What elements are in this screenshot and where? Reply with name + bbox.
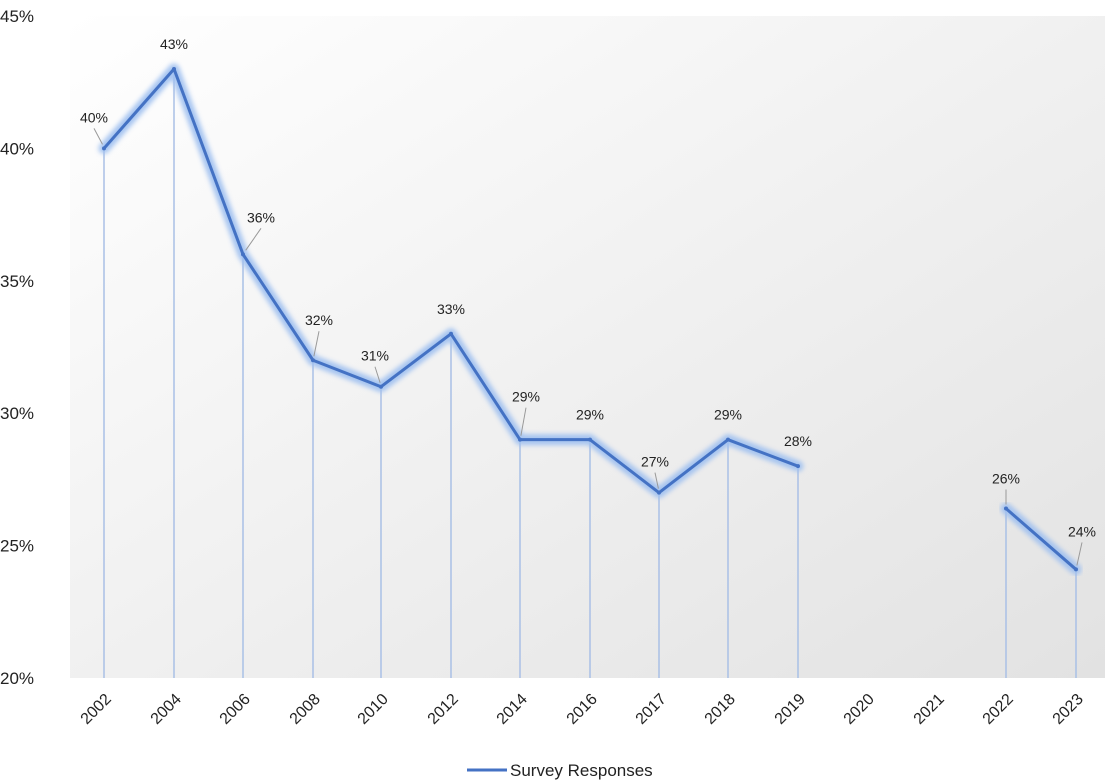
x-tick-label: 2002 bbox=[78, 691, 115, 728]
data-point bbox=[657, 490, 661, 495]
legend: Survey Responses bbox=[467, 761, 653, 780]
label-leader bbox=[374, 366, 381, 383]
x-tick-label: 2017 bbox=[633, 691, 670, 728]
x-tick-label: 2006 bbox=[217, 691, 254, 728]
x-tick-label: 2016 bbox=[564, 691, 601, 728]
data-label: 26% bbox=[992, 471, 1020, 487]
data-point bbox=[1004, 506, 1008, 511]
x-tick-label: 2012 bbox=[425, 691, 462, 728]
label-leader bbox=[313, 331, 320, 357]
x-tick-label: 2004 bbox=[148, 691, 185, 728]
data-point bbox=[102, 146, 106, 151]
y-tick-label: 45% bbox=[0, 7, 34, 26]
x-tick-label: 2020 bbox=[841, 691, 878, 728]
legend-label: Survey Responses bbox=[510, 761, 653, 780]
x-tick-label: 2018 bbox=[702, 691, 739, 728]
label-leader bbox=[1076, 542, 1083, 566]
data-point bbox=[518, 437, 522, 442]
plot-area bbox=[70, 16, 1105, 678]
data-label: 27% bbox=[641, 454, 669, 470]
y-tick-label: 25% bbox=[0, 537, 34, 556]
drop-lines bbox=[103, 68, 1077, 678]
data-label: 31% bbox=[361, 348, 389, 364]
x-axis: 2002 2004 2006 2008 2010 2012 2014 2016 2017 2018… bbox=[78, 691, 1087, 728]
x-tick-label: 2014 bbox=[494, 691, 531, 728]
y-tick-label: 40% bbox=[0, 139, 34, 158]
data-point bbox=[172, 66, 176, 71]
data-label: 36% bbox=[247, 209, 275, 225]
data-label: 43% bbox=[160, 36, 188, 52]
x-tick-label: 2008 bbox=[287, 691, 324, 728]
data-point bbox=[1074, 567, 1078, 572]
x-tick-label: 2021 bbox=[911, 691, 948, 728]
data-label: 33% bbox=[437, 301, 465, 317]
data-label: 24% bbox=[1068, 523, 1096, 539]
data-point bbox=[379, 384, 383, 389]
x-tick-label: 2022 bbox=[980, 691, 1017, 728]
series-survey-responses bbox=[98, 63, 1082, 575]
label-leader bbox=[245, 228, 262, 251]
label-leader bbox=[654, 472, 659, 489]
x-tick-label: 2010 bbox=[355, 691, 392, 728]
data-point bbox=[588, 437, 592, 442]
data-label: 29% bbox=[714, 407, 742, 423]
y-tick-label: 35% bbox=[0, 272, 34, 291]
data-point bbox=[726, 437, 730, 442]
y-tick-label: 30% bbox=[0, 404, 34, 423]
data-label: 29% bbox=[512, 389, 540, 405]
series-line bbox=[1004, 507, 1078, 571]
data-label: 40% bbox=[80, 109, 108, 125]
label-leader bbox=[520, 407, 527, 436]
data-label: 32% bbox=[305, 312, 333, 328]
y-tick-label: 20% bbox=[0, 669, 34, 688]
label-leader bbox=[93, 128, 103, 145]
data-label: 28% bbox=[784, 433, 812, 449]
data-point bbox=[449, 331, 453, 336]
data-labels: 40% 43% 36% 32% 31% 33% 29% 29% 27% 29% 28% 26% 24% bbox=[80, 36, 1096, 566]
y-axis: 20% 25% 30% 35% 40% 45% bbox=[0, 7, 34, 688]
data-point bbox=[241, 252, 245, 257]
x-tick-label: 2019 bbox=[772, 691, 809, 728]
data-label: 29% bbox=[576, 407, 604, 423]
data-point bbox=[311, 358, 315, 363]
data-point bbox=[796, 464, 800, 469]
x-tick-label: 2023 bbox=[1050, 691, 1087, 728]
